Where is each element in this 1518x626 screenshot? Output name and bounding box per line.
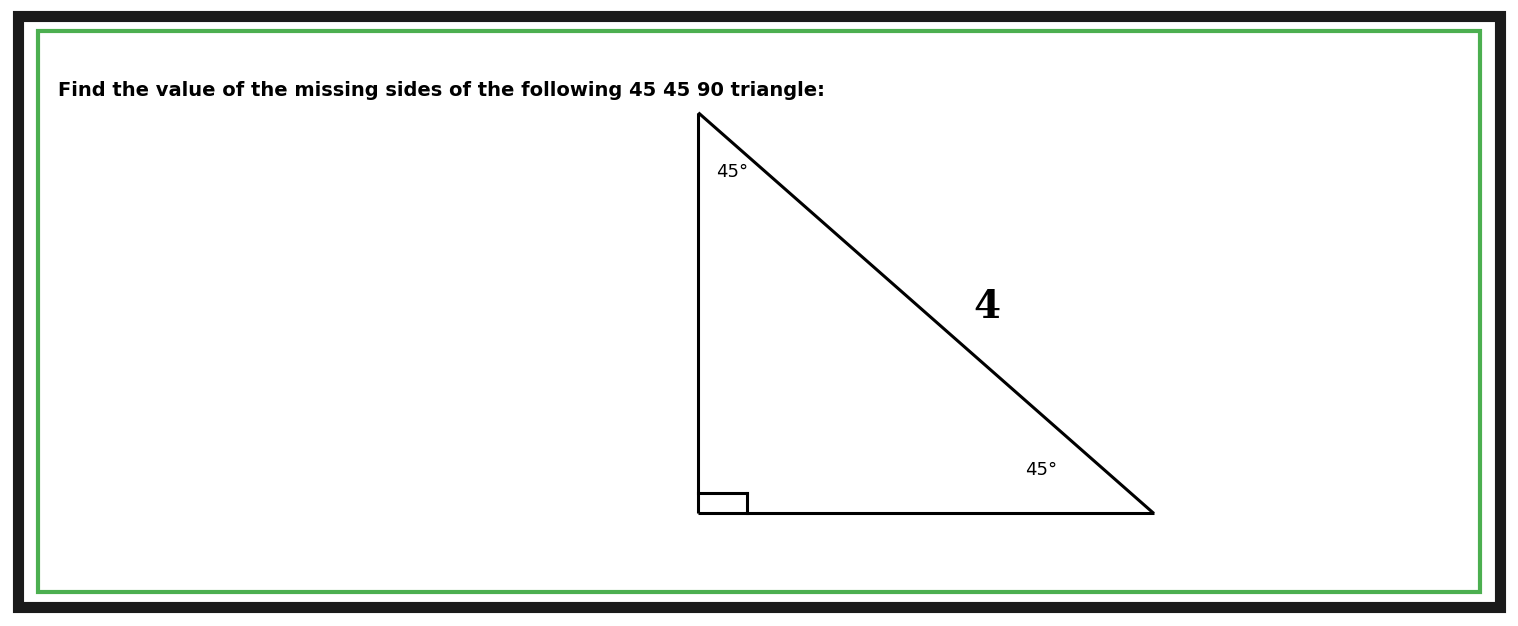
Text: Find the value of the missing sides of the following 45 45 90 triangle:: Find the value of the missing sides of t… — [58, 81, 824, 100]
Text: 45°: 45° — [1025, 461, 1057, 479]
Text: 4: 4 — [973, 288, 1000, 326]
Bar — [38, 31, 1480, 592]
Text: 45°: 45° — [716, 163, 748, 181]
